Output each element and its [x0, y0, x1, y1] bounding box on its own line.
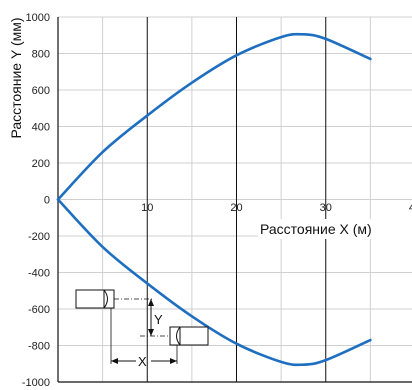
x-tick-label: 30 [320, 202, 332, 214]
y-arrow-bottom [148, 329, 154, 336]
offset-diagram: Y X [76, 290, 208, 369]
y-axis-title: Расстояние Y (мм) [8, 17, 24, 138]
x-axis-title: Расстояние X (м) [260, 221, 372, 237]
y-tick-label: -600 [28, 304, 50, 316]
inset-y-label: Y [154, 312, 163, 327]
y-tick-label: -400 [28, 268, 50, 280]
y-tick-label: 0 [44, 195, 50, 207]
y-tick-label: 600 [32, 85, 50, 97]
y-tick-label: 200 [32, 158, 50, 170]
x-tick-label: 20 [230, 202, 242, 214]
x-arrow-right [170, 358, 177, 364]
y-tick-label: -800 [28, 341, 50, 353]
y-tick-label: 800 [32, 49, 50, 61]
receiver-box [170, 327, 208, 345]
y-tick-label: -200 [28, 231, 50, 243]
x-tick-label: 10 [141, 202, 153, 214]
x-arrow-left [111, 358, 118, 364]
y-tick-label: 1000 [26, 12, 50, 24]
emitter-box [76, 290, 114, 308]
series-line-1 [58, 34, 370, 199]
y-tick-label: -1000 [22, 377, 50, 389]
y-tick-label: 400 [32, 122, 50, 134]
inset-x-label: X [138, 354, 147, 369]
y-arrow-top [148, 299, 154, 306]
